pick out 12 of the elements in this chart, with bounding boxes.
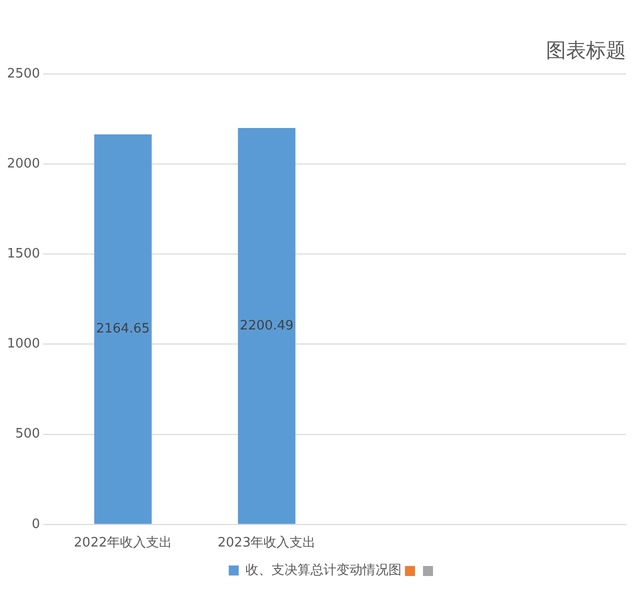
y-tick-label: 500 bbox=[15, 426, 40, 442]
y-tick-label: 0 bbox=[32, 516, 40, 532]
y-tick-label: 1000 bbox=[6, 336, 40, 352]
x-tick-label: 2023年收入支出 bbox=[218, 536, 316, 551]
chart-title: 图表标题 bbox=[546, 38, 626, 62]
y-tick-label: 2500 bbox=[6, 66, 40, 82]
x-tick-label: 2022年收入支出 bbox=[74, 536, 172, 551]
y-tick-label: 2000 bbox=[6, 156, 40, 172]
data-label: 2200.49 bbox=[240, 318, 294, 334]
legend-label: 收、支决算总计变动情况图 bbox=[245, 562, 402, 578]
data-label: 2164.65 bbox=[96, 322, 150, 337]
y-tick-label: 1500 bbox=[6, 246, 40, 262]
